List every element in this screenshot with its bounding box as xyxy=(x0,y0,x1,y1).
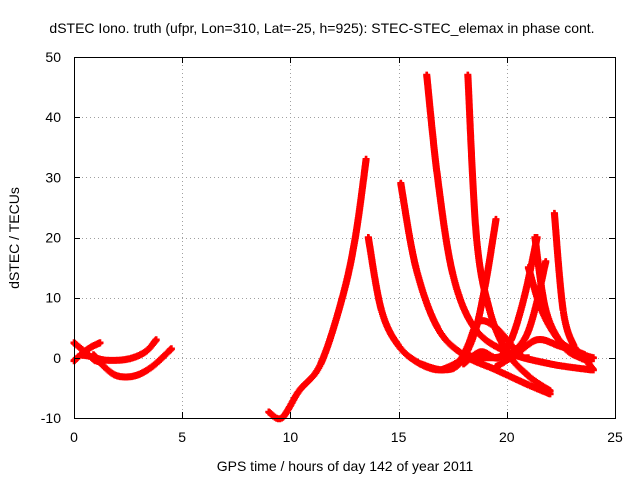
y-tick-label: 10 xyxy=(45,290,61,306)
y-tick-label: 50 xyxy=(45,49,61,65)
data-series xyxy=(70,71,597,423)
axis-ticks: 0 5 10 15 20 25 -10 0 10 20 30 40 50 xyxy=(41,49,623,445)
y-tick-label: 30 xyxy=(45,169,61,185)
chart-title: dSTEC Iono. truth (ufpr, Lon=310, Lat=-2… xyxy=(49,20,594,36)
x-tick-label: 10 xyxy=(283,429,299,445)
plus-markers xyxy=(492,336,597,374)
y-tick-label: -10 xyxy=(41,410,61,426)
x-tick-label: 15 xyxy=(391,429,407,445)
y-tick-label: 40 xyxy=(45,109,61,125)
plus-markers xyxy=(90,345,175,381)
series-arc-17 xyxy=(492,336,597,374)
series-arc-9 xyxy=(464,71,554,395)
x-tick-label: 0 xyxy=(70,429,78,445)
x-tick-label: 20 xyxy=(499,429,515,445)
y-tick-label: 20 xyxy=(45,230,61,246)
plus-markers xyxy=(464,71,554,395)
x-tick-label: 5 xyxy=(178,429,186,445)
plus-markers xyxy=(265,155,370,423)
x-tick-label: 25 xyxy=(607,429,623,445)
y-tick-label: 0 xyxy=(53,350,61,366)
x-axis-label: GPS time / hours of day 142 of year 2011 xyxy=(217,458,474,474)
series-arc-5 xyxy=(265,155,370,423)
series-arc-4 xyxy=(90,345,175,381)
y-axis-label: dSTEC / TECUs xyxy=(6,187,22,289)
